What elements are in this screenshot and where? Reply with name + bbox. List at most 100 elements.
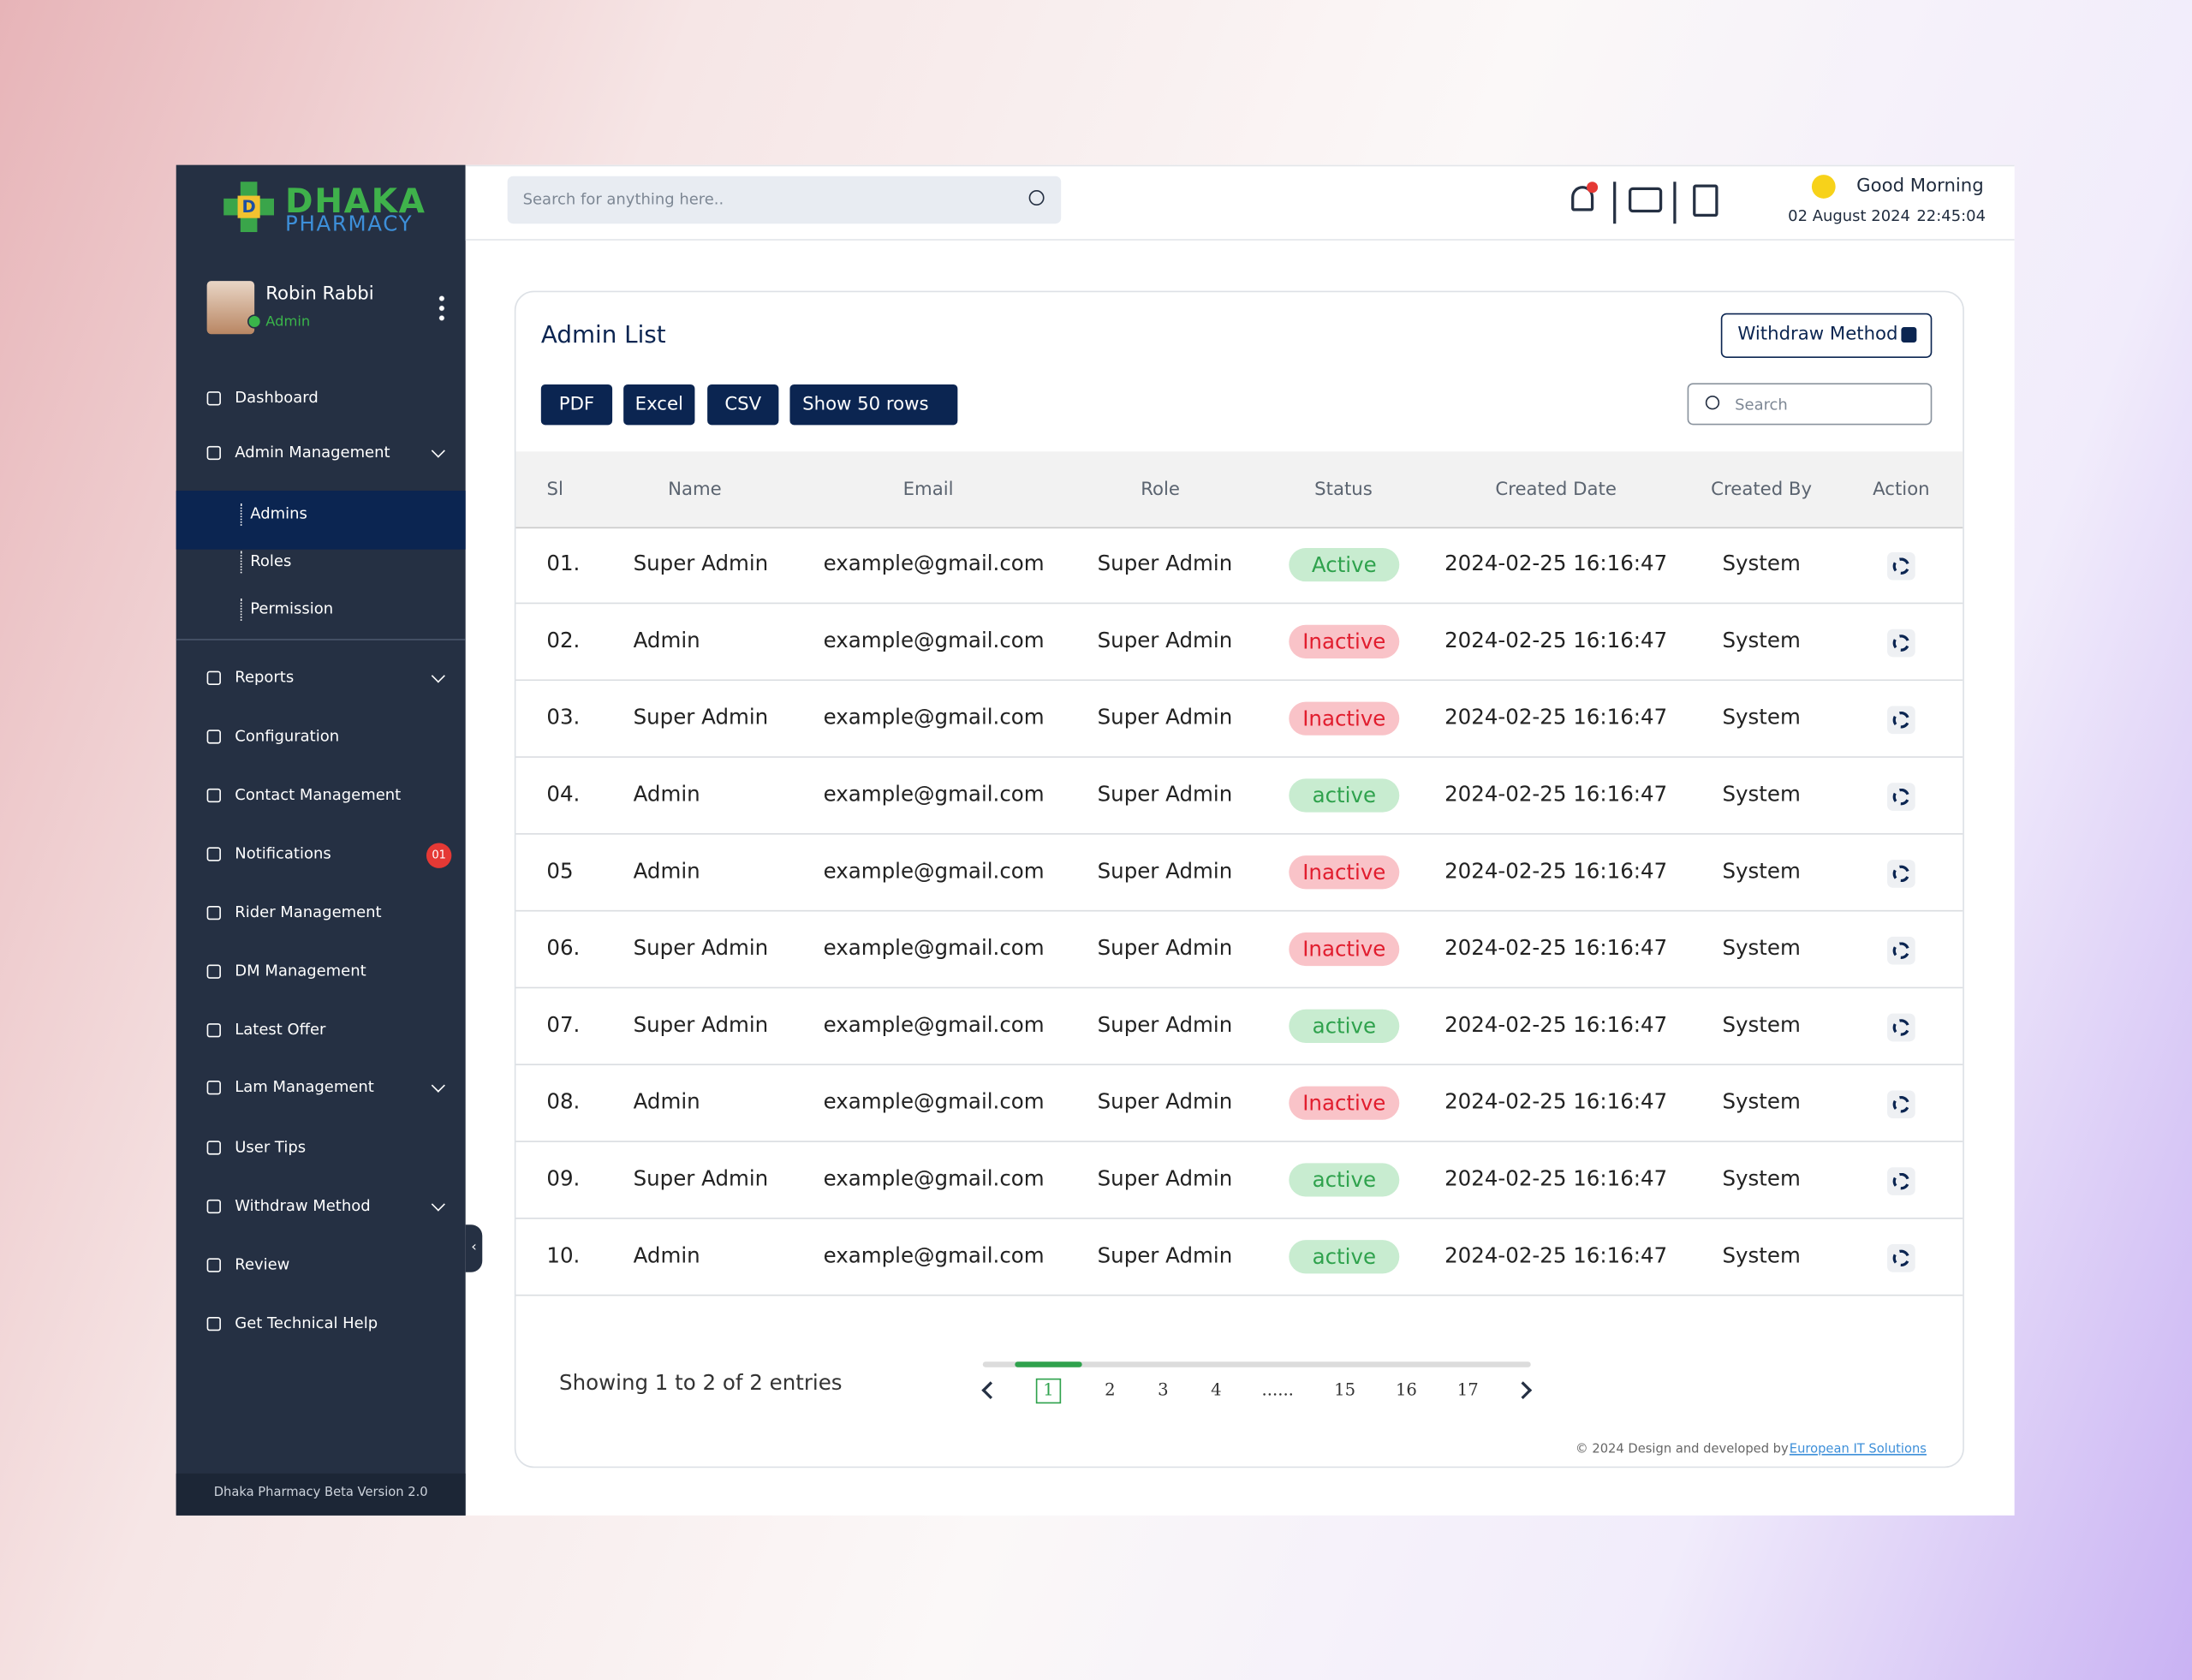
cell: example@gmail.com [823, 781, 1045, 807]
page-number[interactable]: 1 [1043, 1379, 1054, 1400]
avatar [206, 281, 262, 335]
cell: Admin [633, 858, 700, 884]
status-badge: active [1289, 1163, 1400, 1197]
page-number[interactable]: ...... [1261, 1379, 1294, 1400]
menu-icon [206, 445, 221, 461]
status-badge: Inactive [1289, 932, 1400, 967]
menu-icon [206, 1141, 221, 1155]
column-header: Sl [546, 479, 563, 501]
gear-icon [1892, 1019, 1910, 1036]
submenu-item[interactable]: Roles [240, 551, 291, 574]
page-number[interactable]: 2 [1105, 1379, 1116, 1400]
cell: System [1722, 858, 1801, 884]
gear-icon [1892, 788, 1910, 806]
menu-item[interactable]: Withdraw Method [235, 1196, 371, 1215]
cell: 2024-02-25 16:16:47 [1444, 1165, 1668, 1192]
menu-item[interactable]: Latest Offer [235, 1020, 326, 1040]
column-header: Email [902, 479, 954, 501]
menu-icon [206, 964, 221, 979]
page-number[interactable]: 17 [1456, 1379, 1479, 1400]
page-active-box [1035, 1378, 1062, 1404]
time: 22:45:04 [1916, 206, 1986, 225]
menu-item[interactable]: Lam Management [235, 1077, 374, 1096]
withdraw-button[interactable]: Withdraw Method [1720, 313, 1933, 358]
status-badge: Active [1289, 547, 1400, 582]
export-button[interactable]: Excel [623, 384, 695, 426]
cell: 2024-02-25 16:16:47 [1444, 781, 1668, 807]
row-divider [515, 1294, 1963, 1296]
cell: System [1722, 1165, 1801, 1192]
menu-item[interactable]: Notifications [235, 844, 331, 863]
cell: 2024-02-25 16:16:47 [1444, 1012, 1668, 1038]
page-number[interactable]: 15 [1334, 1379, 1356, 1400]
cell: 05 [546, 858, 574, 884]
menu-item[interactable]: User Tips [235, 1137, 307, 1157]
mail-icon[interactable] [1629, 187, 1663, 213]
cell: example@gmail.com [823, 1165, 1045, 1192]
export-button[interactable]: CSV [707, 384, 779, 426]
menu-item[interactable]: Rider Management [235, 903, 382, 921]
cell: 02. [546, 628, 581, 653]
user-name: Robin Rabbi [265, 283, 374, 305]
column-header: Name [668, 479, 722, 501]
submenu-item[interactable]: Admins [240, 503, 307, 526]
cell: 2024-02-25 16:16:47 [1444, 858, 1668, 884]
page-number[interactable]: 4 [1211, 1379, 1222, 1400]
status-badge: Inactive [1289, 701, 1400, 736]
menu-item[interactable]: DM Management [235, 962, 366, 980]
column-header: Role [1141, 479, 1180, 501]
menu-icon [206, 1316, 221, 1331]
user-menu[interactable] [438, 293, 445, 322]
cell: Super Admin [1097, 1165, 1233, 1192]
cell: System [1722, 1012, 1801, 1038]
menu-icon [206, 905, 221, 920]
cell: 2024-02-25 16:16:47 [1444, 1088, 1668, 1115]
menu-icon [206, 1023, 221, 1038]
row-divider [515, 909, 1963, 912]
cell: Super Admin [633, 935, 769, 961]
plus-icon [1901, 327, 1917, 343]
footer-link[interactable]: European IT Solutions [1789, 1442, 1927, 1457]
gear-icon [1892, 865, 1910, 883]
cell: Super Admin [1097, 1088, 1233, 1115]
row-divider [515, 986, 1963, 989]
menu-item[interactable]: Admin Management [235, 443, 390, 462]
menu-icon [206, 788, 221, 803]
menu-item[interactable]: Contact Management [235, 785, 402, 804]
menu-icon [206, 1199, 221, 1214]
row-divider [515, 756, 1963, 758]
page-number[interactable]: 3 [1158, 1379, 1169, 1400]
table-search[interactable]: Search [1687, 383, 1933, 426]
search-bar[interactable]: Search for anything here.. [507, 176, 1062, 224]
cell: Admin [633, 628, 700, 653]
search-icon [1705, 396, 1720, 410]
doc-icon[interactable] [1693, 184, 1718, 217]
menu-item[interactable]: Configuration [235, 726, 340, 746]
page-number[interactable]: 16 [1395, 1379, 1417, 1400]
menu-item[interactable]: Get Technical Help [235, 1314, 378, 1332]
collapse-tab[interactable]: ‹ [465, 1224, 483, 1272]
menu-item[interactable]: Reports [235, 668, 295, 687]
row-divider [515, 1063, 1963, 1066]
row-divider [515, 679, 1963, 682]
gear-icon [1892, 634, 1910, 652]
status-badge: Inactive [1289, 855, 1400, 890]
cell: 2024-02-25 16:16:47 [1444, 628, 1668, 653]
export-button[interactable]: PDF [540, 384, 613, 426]
submenu-item[interactable]: Permission [240, 598, 333, 621]
bell-icon[interactable] [1571, 186, 1594, 211]
menu-item[interactable]: Review [235, 1255, 290, 1274]
panel-title: Admin List [540, 321, 666, 350]
sun-icon [1811, 175, 1836, 199]
menu-item[interactable]: Dashboard [235, 388, 319, 408]
cell: 2024-02-25 16:16:47 [1444, 551, 1668, 576]
sidebar-footer [176, 1473, 466, 1516]
cell: Super Admin [1097, 704, 1233, 730]
cell: example@gmail.com [823, 628, 1045, 653]
version: Dhaka Pharmacy Beta Version 2.0 [213, 1486, 428, 1500]
status-badge: Inactive [1289, 1086, 1400, 1120]
rows-select[interactable]: Show 50 rows [789, 384, 958, 426]
cell: 10. [546, 1242, 581, 1268]
logo-icon: D [223, 182, 274, 233]
date: 02 August 2024 [1788, 206, 1910, 225]
